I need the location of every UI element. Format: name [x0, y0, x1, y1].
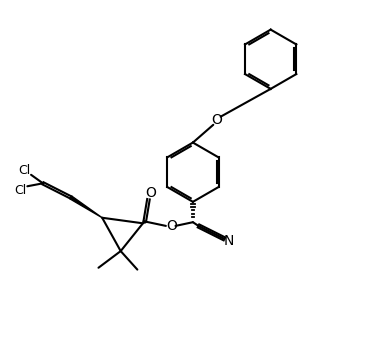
Polygon shape — [70, 196, 102, 218]
Text: Cl: Cl — [18, 164, 30, 177]
Text: O: O — [145, 186, 156, 200]
Text: N: N — [224, 235, 234, 248]
Polygon shape — [143, 220, 146, 223]
Text: O: O — [211, 113, 223, 127]
Text: O: O — [166, 219, 177, 233]
Text: Cl: Cl — [14, 184, 27, 197]
